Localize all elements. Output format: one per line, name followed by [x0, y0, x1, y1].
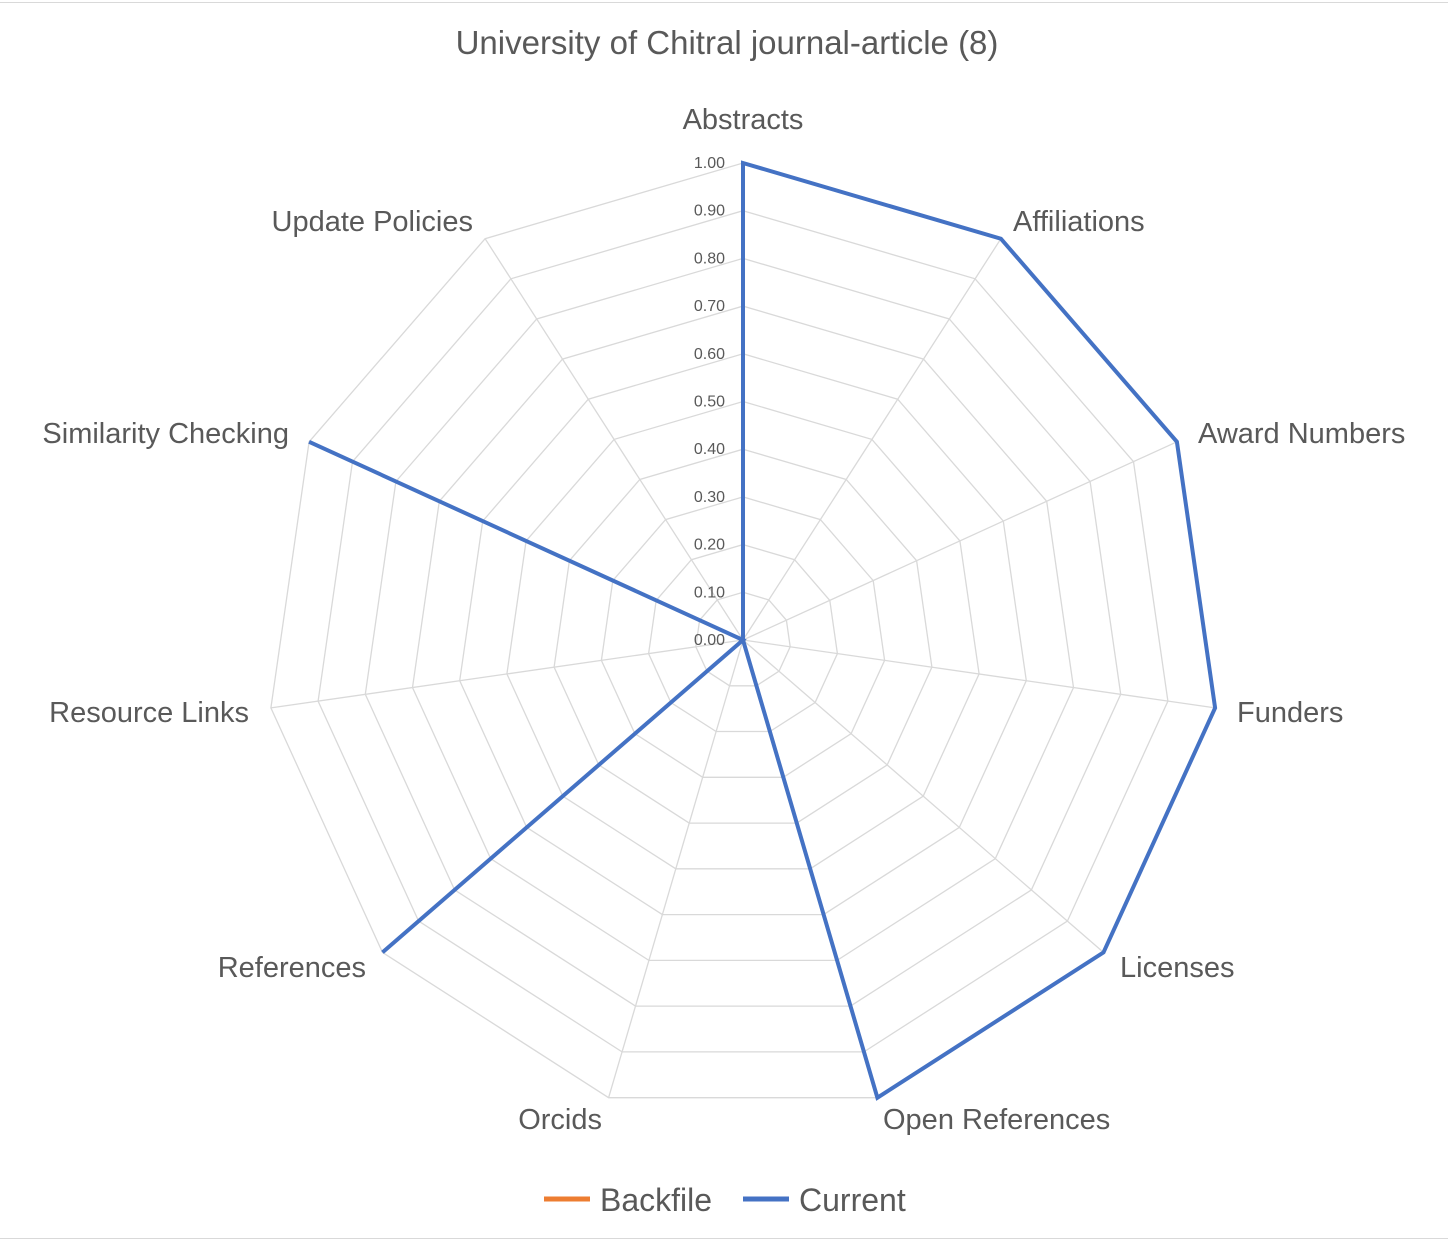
spoke-licenses — [742, 639, 1104, 953]
tick-label-0-00: 0.00 — [694, 632, 725, 649]
tick-label-0-10: 0.10 — [694, 584, 725, 601]
category-label-similarity-checking: Similarity Checking — [42, 418, 289, 450]
chart-title: University of Chitral journal-article (8… — [456, 24, 999, 61]
legend-label-backfile: Backfile — [600, 1182, 712, 1218]
chart-frame-bottom — [0, 1238, 1448, 1239]
legend: Backfile Current — [544, 1182, 906, 1218]
grid-ring-0-60 — [459, 353, 1027, 916]
tick-label-0-20: 0.20 — [694, 537, 725, 554]
spoke-resource-links — [270, 639, 744, 709]
grid-ring-0-10 — [695, 591, 791, 687]
tick-label-0-80: 0.80 — [694, 250, 725, 267]
legend-item-backfile: Backfile — [544, 1182, 712, 1218]
legend-item-current: Current — [743, 1182, 906, 1218]
tick-label-0-30: 0.30 — [694, 489, 725, 506]
category-label-open-references: Open References — [883, 1104, 1110, 1136]
category-label-resource-links: Resource Links — [49, 697, 249, 729]
spoke-orcids — [607, 639, 744, 1098]
category-label-licenses: Licenses — [1120, 952, 1234, 984]
tick-label-0-60: 0.60 — [694, 346, 725, 363]
chart-frame-top — [0, 2, 1448, 3]
category-label-award-numbers: Award Numbers — [1198, 418, 1405, 450]
tick-label-0-70: 0.70 — [694, 298, 725, 315]
category-label-funders: Funders — [1237, 697, 1343, 729]
category-label-references: References — [218, 952, 366, 984]
spoke-funders — [742, 639, 1216, 709]
spoke-affiliations — [742, 238, 1002, 641]
category-labels: Abstracts Affiliations Award Numbers Funder… — [42, 104, 1405, 1136]
grid-ring-0-20 — [647, 543, 839, 733]
grid-ring-0-30 — [600, 496, 886, 778]
grid-ring-0-50 — [506, 400, 980, 870]
grid-ring-0-80 — [364, 257, 1122, 1007]
series-current-line — [308, 160, 1218, 1101]
grid-ring-0-40 — [553, 448, 933, 824]
grid-ring-0-70 — [411, 305, 1075, 962]
grid-ring-0-90 — [317, 210, 1169, 1053]
tick-label-1-00: 1.00 — [694, 155, 725, 172]
category-label-affiliations: Affiliations — [1013, 206, 1145, 238]
tick-label-0-40: 0.40 — [694, 441, 725, 458]
tick-label-0-50: 0.50 — [694, 394, 725, 411]
series — [308, 160, 1218, 1101]
category-label-abstracts: Abstracts — [683, 104, 804, 136]
legend-label-current: Current — [799, 1182, 906, 1218]
spoke-award-numbers — [742, 441, 1178, 641]
category-label-update-policies: Update Policies — [272, 206, 474, 238]
category-label-orcids: Orcids — [518, 1104, 602, 1136]
tick-label-0-90: 0.90 — [694, 203, 725, 220]
spoke-update-policies — [484, 238, 744, 641]
radial-ticks: 0.00 0.10 0.20 0.30 0.40 0.50 0.60 0.70 0.80 0.90… — [694, 155, 725, 649]
